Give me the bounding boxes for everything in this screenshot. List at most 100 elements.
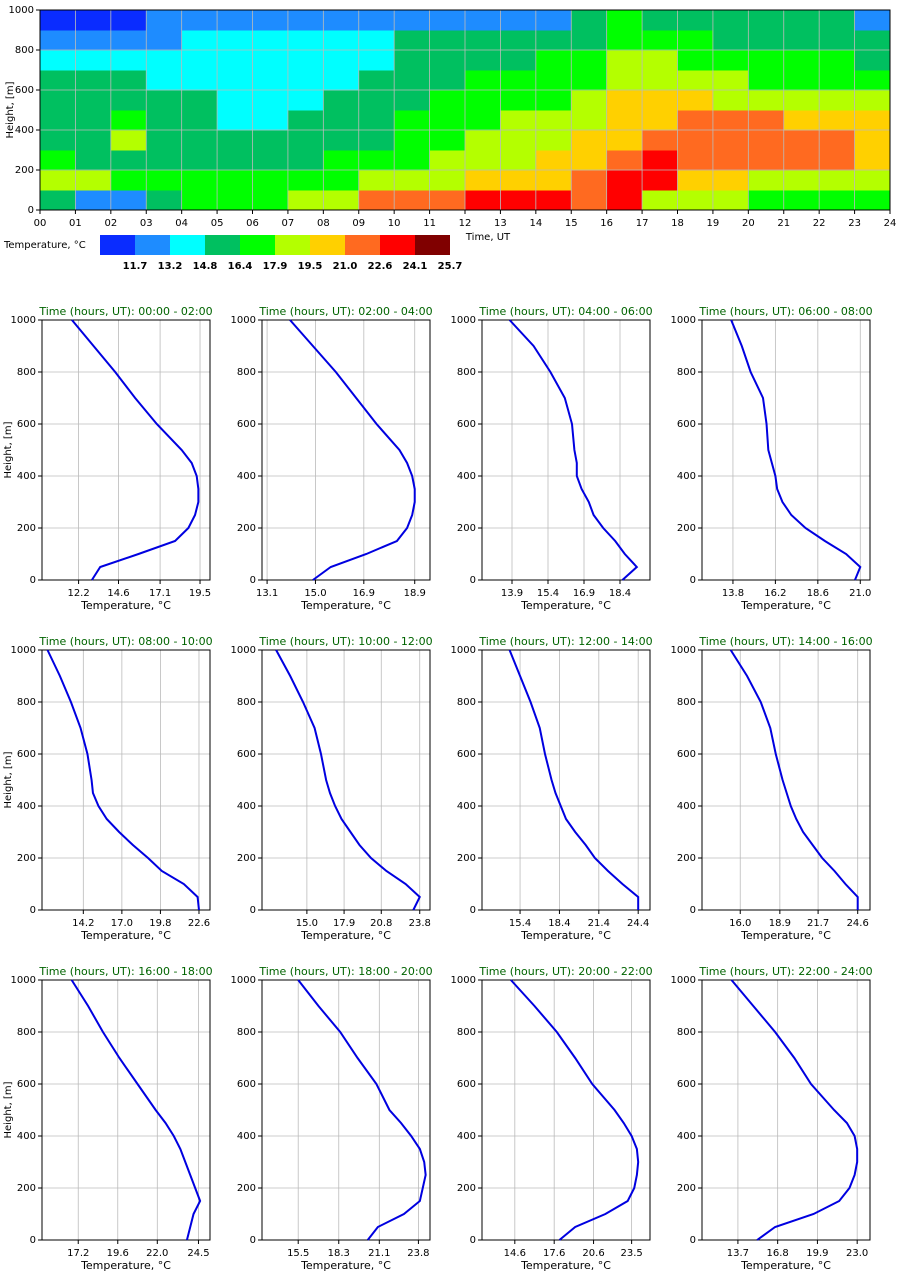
y-axis-label: Height, [m] xyxy=(5,81,16,138)
heat-cell xyxy=(75,30,112,51)
y-tick-label: 0 xyxy=(690,905,696,916)
y-tick-label: 600 xyxy=(457,749,476,760)
y-tick-label: 1000 xyxy=(451,315,476,326)
heat-cell xyxy=(677,30,714,51)
heat-cell xyxy=(75,170,112,191)
colorbar-swatch xyxy=(240,235,275,255)
x-tick-label: 24 xyxy=(884,218,897,229)
x-tick-label: 15.0 xyxy=(304,588,326,599)
heat-cell xyxy=(394,150,431,171)
heat-cell xyxy=(146,90,183,111)
heat-cell xyxy=(642,150,678,171)
heat-cell xyxy=(535,170,572,191)
x-tick-label: 19.9 xyxy=(806,1248,828,1259)
y-tick-label: 400 xyxy=(457,1131,476,1142)
x-tick-label: 16.8 xyxy=(767,1248,789,1259)
y-tick-label: 200 xyxy=(457,1183,476,1194)
y-tick-label: 600 xyxy=(677,1079,696,1090)
plot-frame xyxy=(481,319,651,581)
heat-cell xyxy=(358,70,395,91)
y-tick-label: 0 xyxy=(250,905,256,916)
x-tick-label: 00 xyxy=(34,218,47,229)
x-tick-label: 19 xyxy=(707,218,720,229)
x-tick-label: 14.2 xyxy=(72,918,94,929)
y-tick-label: 0 xyxy=(28,205,34,216)
y-tick-label: 800 xyxy=(237,1027,256,1038)
chart-title: Time (hours, UT): 08:00 - 10:00 xyxy=(38,635,212,648)
heat-cell xyxy=(358,190,395,211)
heat-cell xyxy=(146,30,183,51)
heat-cell xyxy=(40,10,76,31)
heat-cell xyxy=(181,130,218,151)
heat-cell xyxy=(748,70,785,91)
heat-cell xyxy=(429,90,466,111)
heat-cell xyxy=(394,110,431,131)
heat-cell xyxy=(712,130,749,151)
heat-cell xyxy=(181,50,218,71)
x-axis-label: Temperature, °C xyxy=(740,1259,831,1272)
heat-cell xyxy=(358,110,395,131)
colorbar-tick-label: 19.5 xyxy=(298,261,323,272)
heat-cell xyxy=(465,150,501,171)
y-tick-label: 800 xyxy=(237,697,256,708)
chart-title: Time (hours, UT): 10:00 - 12:00 xyxy=(258,635,432,648)
heat-cell xyxy=(535,150,572,171)
colorbar-tick-label: 21.0 xyxy=(333,261,358,272)
heat-cell xyxy=(500,90,537,111)
x-axis-label: Temperature, °C xyxy=(740,599,831,612)
heat-cell xyxy=(394,90,431,111)
x-tick-label: 20.8 xyxy=(370,918,392,929)
heat-cell xyxy=(854,50,891,71)
x-tick-label: 14.6 xyxy=(504,1248,526,1259)
heat-cell xyxy=(571,50,608,71)
heat-cell xyxy=(323,30,360,51)
x-axis-label: Temperature, °C xyxy=(520,929,611,942)
heat-cell xyxy=(571,10,608,31)
heat-cell xyxy=(146,130,183,151)
y-tick-label: 800 xyxy=(17,697,36,708)
heat-cell xyxy=(571,150,608,171)
x-tick-label: 16.9 xyxy=(573,588,595,599)
x-tick-label: 13.7 xyxy=(727,1248,749,1259)
y-tick-label: 400 xyxy=(17,801,36,812)
heat-cell xyxy=(783,130,820,151)
heat-cell xyxy=(75,150,112,171)
heat-cell xyxy=(819,130,856,151)
heat-cell xyxy=(75,110,112,131)
x-tick-label: 14.6 xyxy=(107,588,129,599)
heat-cell xyxy=(323,10,360,31)
heat-cell xyxy=(783,150,820,171)
y-axis-label: Height, [m] xyxy=(3,421,14,478)
heat-cell xyxy=(429,170,466,191)
y-tick-label: 200 xyxy=(15,165,34,176)
profile-line xyxy=(297,979,427,1241)
heat-cell xyxy=(854,30,891,51)
heat-cell xyxy=(429,10,466,31)
heat-cell xyxy=(606,150,643,171)
colorbar-swatch xyxy=(135,235,170,255)
x-tick-label: 18.4 xyxy=(548,918,570,929)
x-tick-label: 11 xyxy=(423,218,436,229)
plot-frame xyxy=(41,649,211,911)
heat-cell xyxy=(500,110,537,131)
heat-cell xyxy=(571,170,608,191)
heat-cell xyxy=(146,10,183,31)
heat-cell xyxy=(748,110,785,131)
x-tick-label: 17 xyxy=(636,218,649,229)
heat-cell xyxy=(287,10,324,31)
heat-cell xyxy=(110,30,147,51)
heat-cell xyxy=(287,70,324,91)
heat-cell xyxy=(358,90,395,111)
x-tick-label: 23.8 xyxy=(409,918,431,929)
heat-cell xyxy=(854,150,891,171)
heat-cell xyxy=(535,10,572,31)
x-tick-label: 10 xyxy=(388,218,401,229)
heat-cell xyxy=(287,150,324,171)
y-axis-label: Height, [m] xyxy=(3,1081,14,1138)
x-tick-label: 13.9 xyxy=(501,588,523,599)
heat-cell xyxy=(323,50,360,71)
heat-cell xyxy=(535,90,572,111)
chart-title: Time (hours, UT): 22:00 - 24:00 xyxy=(698,965,872,978)
